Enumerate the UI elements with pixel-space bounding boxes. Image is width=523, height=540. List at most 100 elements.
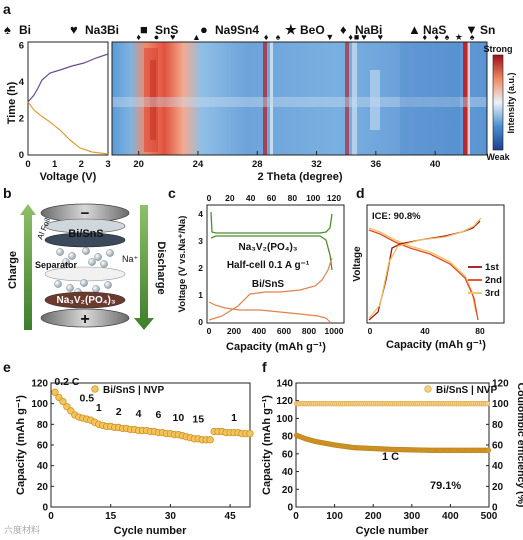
x-tick-label: 300: [403, 511, 420, 522]
x-tick-label: 45: [225, 511, 237, 522]
na-ion: [88, 258, 96, 266]
panel-d-frame: [366, 204, 505, 324]
legend-label: NaS: [423, 23, 446, 37]
y-tick-label: 40: [37, 461, 49, 472]
y-tick-label: 20: [282, 485, 294, 496]
x-tick-label: 1: [52, 159, 58, 170]
rate-label: 10: [173, 412, 185, 424]
na-ion: [104, 281, 112, 289]
legend-symbol: ▲: [408, 22, 421, 37]
x-tick-label: 400: [442, 511, 459, 522]
legend-label: Na3Bi: [85, 23, 119, 37]
panel-e-axes: 0 15 30 45 0 20 40 60 80 100 120: [31, 379, 236, 523]
anode-discharge-curve: [208, 301, 331, 323]
panel-c-y-ticks: 0 1 2 3 4: [198, 209, 203, 327]
plus-sign: +: [80, 311, 89, 328]
y-tick-label: 0: [42, 503, 48, 514]
ce-point: [484, 401, 491, 407]
separator-label: Separator: [35, 260, 78, 270]
panel-d-xlabel: Capacity (mAh g⁻¹): [386, 339, 486, 351]
panel-f-points: [293, 401, 492, 453]
na-ion: [82, 247, 90, 255]
x-tick-label: 100: [326, 511, 343, 522]
panel-e-ylabel: Capacity (mAh g⁻¹): [15, 395, 27, 495]
panel-c-xlabel: Capacity (mAh g⁻¹): [226, 341, 326, 353]
legend-label: 2nd: [485, 275, 502, 286]
y-tick-label: 120: [31, 379, 48, 390]
peak-marker: ♥: [170, 32, 175, 42]
panel-c-frame: [206, 204, 345, 324]
top-tick-label: 0: [207, 193, 212, 203]
capacity-point: [486, 447, 492, 453]
y-tick-label: 80: [37, 420, 49, 431]
peak-marker: ♦: [136, 32, 141, 42]
panel-label-d: d: [356, 185, 365, 201]
y-tick-label: 80: [282, 432, 294, 443]
panel-f-legend-marker: [424, 385, 432, 393]
rate-annotation: 1 C: [382, 451, 399, 463]
phase-legend: ♠ Bi ♥ Na3Bi ■ SnS ● Na9Sn4 ★ BeO ♦ NaBi ▲ NaS ▼ Sn: [4, 22, 495, 37]
na-ion: [62, 258, 70, 266]
panel-e-legend-label: Bi/SnS | NVP: [103, 385, 164, 396]
legend-label: NaBi: [355, 23, 382, 37]
x-tick-label: 24: [193, 159, 204, 170]
y-tick-label: 120: [276, 396, 293, 407]
y-tick-label: 60: [282, 449, 294, 460]
colorbar: [492, 54, 504, 151]
legend-symbol: ■: [140, 22, 148, 37]
discharge-label: Discharge: [155, 241, 167, 294]
y-tick-label: 2: [198, 263, 203, 273]
legend-label: Bi: [19, 23, 31, 37]
curve-3rd-charge: [368, 217, 482, 319]
legend-symbol: ♦: [340, 22, 347, 37]
y2-tick-label: 20: [492, 482, 504, 493]
y-tick-label: 0: [198, 317, 203, 327]
na-ion: [106, 249, 114, 257]
na-ions-upper: [56, 247, 114, 268]
top-tick-label: 20: [225, 193, 235, 203]
peak-marker: ♥: [361, 32, 366, 42]
discharge-curve: [27, 101, 109, 155]
label-cathode: Na₃V₂(PO₄)₃: [238, 242, 297, 253]
legend-label: BeO: [300, 23, 325, 37]
panel-f-xlabel: Cycle number: [356, 525, 429, 537]
y-tick-label: 100: [276, 414, 293, 425]
data-point: [246, 429, 254, 438]
y-tick-label: 6: [19, 41, 24, 52]
colorbar-top-label: Strong: [484, 44, 513, 54]
x-tick-label: 20: [133, 159, 144, 170]
label-halfcell: Half-cell 0.1 A g⁻¹: [227, 260, 310, 271]
x-tick-label: 30: [165, 511, 177, 522]
top-tick-label: 120: [327, 193, 341, 203]
legend-label: SnS: [155, 23, 178, 37]
panel-f-y2label: Coulombic efficiency (%): [515, 383, 523, 508]
y2-tick-label: 60: [492, 441, 504, 452]
panel-a-y-ticks: 0 2 4 6: [19, 41, 25, 161]
top-tick-label: 80: [288, 193, 298, 203]
panel-d-ylabel: Voltage: [352, 246, 363, 282]
legend-symbol: ▼: [465, 22, 478, 37]
panel-b-cell-schematic: Charge Discharge − Al Foil Bi/SnS Separa…: [7, 203, 167, 330]
x-tick-label: 500: [481, 511, 498, 522]
charge-arrow: [20, 204, 36, 330]
x-tick-label: 200: [365, 511, 382, 522]
panel-f-legend-label: Bi/SnS | NVP: [436, 385, 497, 396]
cathode-discharge-curve: [210, 235, 333, 271]
anode-charge-curve: [208, 257, 333, 321]
y-tick-label: 1: [198, 290, 203, 300]
panel-d: 0 40 80 ICE: 90.8% 1st 2nd 3rd Voltage Capac…: [352, 204, 505, 351]
rate-label: 2: [116, 406, 122, 418]
y2-tick-label: 120: [492, 379, 509, 390]
y-tick-label: 4: [19, 77, 25, 88]
x-tick-label: 2: [79, 159, 84, 170]
cathode-label: Na₃V₂(PO₄)₃: [56, 295, 115, 306]
panel-a-x-ticks-left: 0 1 2 3: [25, 159, 110, 170]
x-tick-label: 0: [368, 326, 373, 336]
x-tick-label: 15: [105, 511, 117, 522]
peak-marker: ●: [154, 32, 159, 42]
rate-label: 6: [156, 409, 162, 421]
legend-symbol: ♠: [4, 22, 11, 37]
panel-label-e: e: [3, 359, 11, 375]
watermark: 六度材料: [4, 524, 40, 535]
